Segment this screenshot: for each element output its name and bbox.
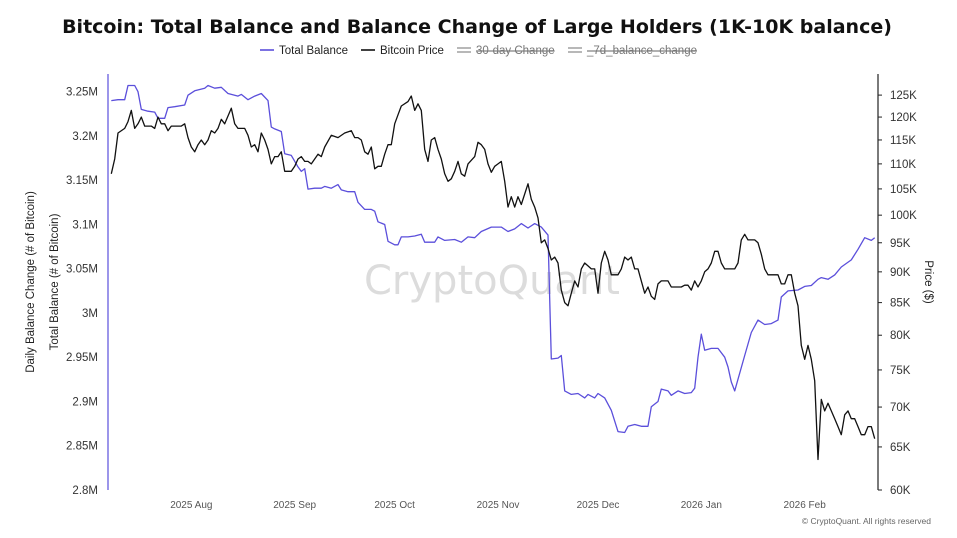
x-tick-label: 2025 Sep [273,500,316,511]
series-line-bitcoin-price [110,95,876,461]
x-tick-label: 2026 Feb [784,500,827,511]
legend-label: Total Balance [279,45,348,57]
y-left-tick-label: 3M [82,308,98,320]
legend-label: _7d_balance_change [586,45,697,57]
series-line-total-balance [111,84,876,434]
y-right-tick-label: 105K [890,184,917,196]
y-right-tick-label: 70K [890,402,911,414]
y-left-tick-label: 3.2M [72,131,98,143]
y-left-tick-label: 3.1M [72,219,98,231]
x-ticks: 2025 Aug 2025 Sep 2025 Oct 2025 Nov 2025 Dec… [170,500,826,511]
legend-item[interactable]: Bitcoin Price [361,45,444,57]
y-right-tick-label: 125K [890,90,917,102]
watermark: CryptoQuant [364,258,620,304]
y-left-tick-label: 2.8M [72,485,98,497]
y-left-tick-label: 2.85M [66,441,98,453]
series-layer [110,84,876,461]
y-right-tick-label: 110K [890,159,916,171]
y-right-label: Price ($) [922,260,934,304]
y-right-tick-label: 120K [890,112,917,124]
y-right-tick-label: 75K [890,365,911,377]
y-left-tick-label: 3.15M [66,175,98,187]
y-right-tick-label: 90K [890,267,911,279]
y-right-tick-label: 115K [890,135,916,147]
x-tick-label: 2026 Jan [681,500,722,511]
y-left-tick-label: 2.95M [66,352,98,364]
y-left-tick-label: 2.9M [72,396,98,408]
y-left-inner-label: Total Balance (# of Bitcoin) [49,213,61,350]
y-right-ticks: 125K 120K 115K 110K 105K 100K 95K 90K 85K 80K 75K 7… [878,90,917,497]
legend-label: Bitcoin Price [380,45,444,57]
y-right-tick-label: 60K [890,485,911,497]
chart-title: Bitcoin: Total Balance and Balance Chang… [62,16,892,38]
x-tick-label: 2025 Aug [170,500,212,511]
y-left-outer-label: Daily Balance Change (# of Bitcoin) [25,191,37,373]
x-tick-label: 2025 Oct [374,500,415,511]
y-right-tick-label: 100K [890,210,917,222]
y-right-tick-label: 95K [890,238,911,250]
axes [107,74,879,490]
legend-item[interactable]: _7d_balance_change [568,45,697,57]
y-right-tick-label: 85K [890,298,911,310]
legend-label: 30-day Change [476,45,555,57]
legend: Total Balance Bitcoin Price 30-day Change _… [260,45,697,57]
legend-item[interactable]: 30-day Change [457,45,555,57]
y-left-tick-label: 3.05M [66,264,98,276]
y-right-tick-label: 65K [890,442,911,454]
y-right-tick-label: 80K [890,330,911,342]
y-left-tick-label: 3.25M [66,87,98,99]
x-tick-label: 2025 Dec [577,500,620,511]
credit-text: © CryptoQuant. All rights reserved [802,516,931,526]
legend-item[interactable]: Total Balance [260,45,348,57]
x-tick-label: 2025 Nov [477,500,520,511]
y-left-ticks: 3.25M 3.2M 3.15M 3.1M 3.05M 3M 2.95M 2.9M 2.85M 2… [66,87,98,497]
